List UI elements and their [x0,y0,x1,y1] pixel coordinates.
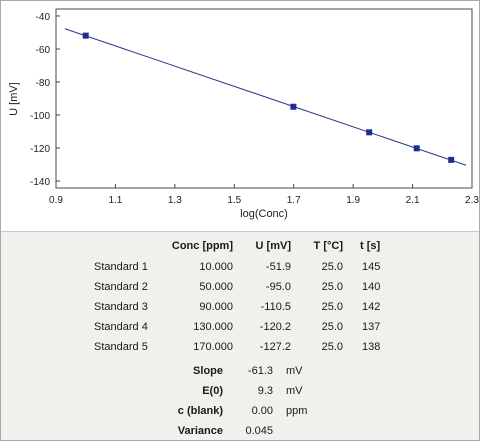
data-point [82,32,89,39]
row-name: Standard 3 [94,301,148,313]
stat-value: -61.3 [247,365,273,377]
stat-unit: mV [286,365,303,377]
row-temp: 25.0 [321,281,343,293]
row-u: -110.5 [260,301,291,313]
row-u: -127.2 [259,341,291,353]
stat-value: 9.3 [257,385,273,397]
y-tick-label: -40 [36,12,51,23]
data-point [366,129,373,136]
calibration-chart: -40 -60 -80 -100 -120 -140 0.9 1.1 1.3 1.5 1.7 1.9… [8,8,479,220]
stat-label: E(0) [202,385,223,397]
calibration-fit-line [64,28,467,166]
data-point [290,103,297,110]
data-point [448,156,455,163]
x-tick-label: 1.7 [287,195,301,206]
row-temp: 25.0 [321,321,343,333]
x-tick-label: 1.3 [168,195,182,206]
x-tick-label: 0.9 [49,195,63,206]
x-tick-label: 2.1 [406,195,420,206]
y-tick-label: -140 [30,177,50,188]
row-name: Standard 5 [94,341,148,353]
row-time: 145 [362,261,381,273]
x-tick-label: 1.5 [227,195,241,206]
data-series [64,28,467,166]
row-temp: 25.0 [321,301,343,313]
row-u: -120.2 [259,321,291,333]
col-header-u: U [mV] [255,240,291,252]
stat-value: 0.00 [251,405,273,417]
col-header-time: t [s] [360,240,381,252]
row-temp: 25.0 [321,261,343,273]
col-header-conc: Conc [ppm] [171,240,233,252]
y-tick-label: -120 [30,144,50,155]
row-name: Standard 4 [94,321,148,333]
x-axis-label: log(Conc) [240,208,288,220]
x-tick-label: 1.9 [346,195,360,206]
row-temp: 25.0 [321,341,343,353]
y-tick-label: -60 [36,45,51,56]
x-tick-label: 2.3 [465,195,479,206]
row-conc: 50.000 [199,281,233,293]
y-tick-label: -100 [30,111,50,122]
stat-label: Variance [177,425,223,437]
stat-value: 0.045 [245,425,273,437]
x-tick-label: 1.1 [108,195,122,206]
row-time: 137 [362,321,381,333]
data-point [413,145,420,152]
row-conc: 10.000 [199,261,233,273]
row-name: Standard 2 [94,281,148,293]
col-header-temp: T [°C] [313,240,343,252]
stat-label: c (blank) [177,405,223,417]
row-conc: 170.000 [193,341,233,353]
row-time: 138 [362,341,381,353]
row-conc: 90.000 [199,301,233,313]
stat-label: Slope [193,365,223,377]
row-name: Standard 1 [94,261,148,273]
x-axis-ticks: 0.9 1.1 1.3 1.5 1.7 1.9 2.1 2.3 [49,184,479,206]
row-time: 142 [362,301,381,313]
row-time: 140 [362,281,381,293]
calibration-plot-panel: -40 -60 -80 -100 -120 -140 0.9 1.1 1.3 1.5 1.7 1.9… [1,1,479,232]
row-u: -95.0 [265,281,291,293]
results-panel: Conc [ppm] U [mV] T [°C] t [s] Standard … [1,232,479,440]
y-tick-label: -80 [36,78,51,89]
y-axis-label: U [mV] [8,82,20,116]
row-conc: 130.000 [193,321,233,333]
stat-unit: mV [286,385,303,397]
plot-area [55,8,473,189]
stat-unit: ppm [286,405,308,417]
y-axis-ticks: -40 -60 -80 -100 -120 -140 [30,12,60,188]
row-u: -51.9 [265,261,291,273]
